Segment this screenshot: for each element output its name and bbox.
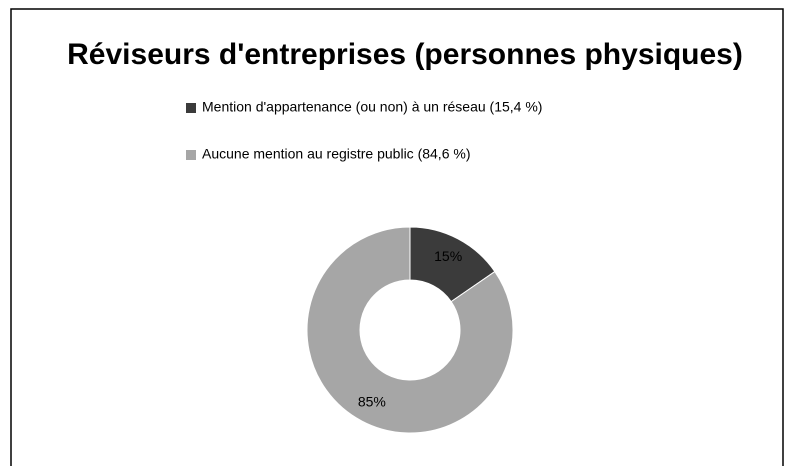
donut-slice [306,226,514,434]
legend-swatch [186,103,196,113]
chart-title: Réviseurs d'entreprises (personnes physi… [67,38,743,71]
legend-label: Mention d'appartenance (ou non) à un rés… [202,99,542,115]
legend-label: Aucune mention au registre public (84,6 … [202,146,470,162]
legend-swatch [186,150,196,160]
data-label: 15% [434,248,462,264]
frame [10,8,784,466]
data-label: 85% [358,393,386,409]
